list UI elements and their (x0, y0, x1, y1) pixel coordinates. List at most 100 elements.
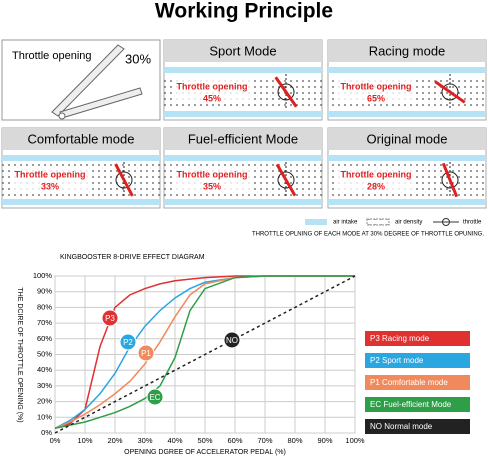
air-intake (328, 67, 486, 73)
y-tick-label: 90% (37, 287, 52, 296)
panel-title: Original mode (367, 131, 448, 146)
legend-label: throttle (463, 220, 482, 226)
series-tag-badge (137, 344, 155, 362)
legend-swatch (433, 218, 459, 226)
legend-label: NO Normal mode (370, 422, 433, 431)
legend-swatch (305, 219, 327, 225)
throttle-value: 45% (203, 93, 221, 103)
legend-box (365, 375, 470, 390)
legend-swatch (366, 218, 390, 226)
throttle-label: Throttle opening (177, 169, 248, 179)
series-tag-badge (146, 388, 164, 406)
legend-box (365, 353, 470, 368)
air-intake (164, 67, 322, 73)
series-tag: P3 (105, 314, 115, 323)
throttle-value: 33% (41, 181, 59, 191)
air-intake (2, 199, 160, 205)
series-tag: EC (149, 393, 160, 402)
series-tag-badge (223, 331, 241, 349)
legend-box (365, 419, 470, 434)
series-line (54, 275, 355, 430)
page-title: Working Principle (155, 0, 333, 23)
legend-label: P1 Comfortable mode (370, 378, 448, 387)
air-intake (164, 111, 322, 117)
throttle-label: Throttle opening (177, 81, 248, 91)
x-tick-label: 70% (257, 436, 272, 445)
air-intake (328, 199, 486, 205)
series-tag-badge (101, 309, 119, 327)
y-tick-label: 50% (37, 349, 52, 358)
throttle-sketch (51, 44, 143, 120)
air-intake (328, 155, 486, 161)
y-tick-label: 100% (33, 271, 53, 280)
throttle-plate (434, 80, 466, 104)
throttle-value: 65% (367, 93, 385, 103)
throttle-value: 28% (367, 181, 385, 191)
text-bg (336, 80, 416, 104)
throttle-label: Throttle opening (15, 169, 86, 179)
x-tick-label: 30% (137, 436, 152, 445)
panel-header (164, 40, 322, 62)
throttle-plate (441, 162, 459, 198)
air-intake (328, 111, 486, 117)
throttle-body (277, 83, 295, 101)
throttle-body (441, 171, 459, 189)
y-tick-label: 30% (37, 381, 52, 390)
caption: THROTTLE OPLNING OF EACH MODE AT 30% DEG… (252, 232, 484, 238)
panel-title: Fuel-efficient Mode (188, 131, 298, 146)
y-tick-label: 80% (37, 302, 52, 311)
series-tag: P2 (123, 338, 133, 347)
throttle-body (115, 171, 133, 189)
y-tick-label: 40% (37, 365, 52, 374)
panel-title: Racing mode (369, 43, 446, 58)
y-tick-label: 20% (37, 397, 52, 406)
x-tick-label: 50% (197, 436, 212, 445)
throttle-label: Throttle opening (341, 169, 412, 179)
throttle-plate (275, 163, 297, 197)
legend-label: P3 Racing mode (370, 334, 430, 343)
air-intake (164, 155, 322, 161)
air-intake (164, 199, 322, 205)
series-tag: NO (226, 336, 238, 345)
y-axis-label: THE DCIRE OF THROTTLE OPENING (%) (16, 287, 23, 422)
throttle-body (441, 83, 459, 101)
panel-header (328, 40, 486, 62)
legend-box (365, 397, 470, 412)
throttle-value: 35% (203, 181, 221, 191)
throttle-plate (114, 163, 134, 197)
x-tick-label: 20% (107, 436, 122, 445)
chart-title: KINGBOOSTER 8-DRIVE EFFECT DIAGRAM (60, 254, 205, 261)
x-tick-label: 0% (50, 436, 61, 445)
legend-label: air density (395, 220, 422, 226)
x-tick-label: 60% (227, 436, 242, 445)
throttle-label: Throttle opening (12, 50, 92, 62)
panel-header (2, 128, 160, 150)
throttle-plate (274, 76, 298, 108)
legend-label: P2 Sport mode (370, 356, 424, 365)
text-bg (336, 168, 416, 192)
x-tick-label: 90% (317, 436, 332, 445)
y-tick-label: 60% (37, 334, 52, 343)
series-tag-badge (119, 333, 137, 351)
y-tick-label: 70% (37, 318, 52, 327)
x-tick-label: 10% (77, 436, 92, 445)
x-axis-label: OPENING DGREE OF ACCELERATOR PEDAL (%) (124, 449, 286, 456)
throttle-label: Throttle opening (341, 81, 412, 91)
x-tick-label: 100% (345, 436, 365, 445)
legend-label: air intake (333, 220, 358, 226)
panel-header (328, 128, 486, 150)
y-tick-label: 10% (37, 412, 52, 421)
throttle-value: 30% (125, 51, 151, 66)
text-bg (172, 80, 252, 104)
throttle-body (277, 171, 295, 189)
legend-box (365, 331, 470, 346)
x-tick-label: 40% (167, 436, 182, 445)
text-bg (172, 168, 252, 192)
text-bg (10, 168, 90, 192)
series-tag: P1 (141, 349, 151, 358)
x-tick-label: 80% (287, 436, 302, 445)
y-tick-label: 0% (41, 428, 52, 437)
air-intake (2, 155, 160, 161)
series-line (54, 275, 356, 434)
